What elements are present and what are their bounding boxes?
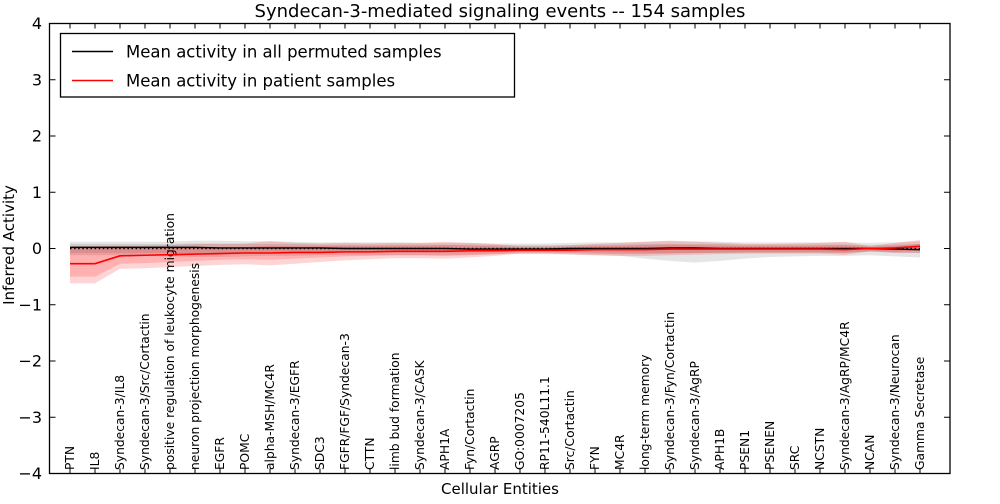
x-tick-label: PTN	[63, 446, 77, 470]
x-tick-label: neuron projection morphogenesis	[188, 263, 202, 470]
x-tick-label: FGFR/FGF/Syndecan-3	[338, 333, 352, 470]
x-tick-label: Gamma Secretase	[913, 357, 927, 470]
x-tick-label: POMC	[238, 434, 252, 470]
legend: Mean activity in all permuted samples Me…	[59, 32, 516, 98]
y-tick-label: −1	[18, 295, 42, 314]
x-tick-label: Syndecan-3/Src/Cortactin	[138, 313, 152, 470]
legend-box	[59, 32, 516, 98]
x-tick-label: APH1B	[713, 429, 727, 470]
x-tick-label: RP11-540L11.1	[538, 376, 552, 470]
x-axis-label: Cellular Entities	[441, 480, 559, 498]
x-tick-label: PSENEN	[763, 421, 777, 470]
permuted-outer-band	[70, 240, 920, 263]
y-tick-label: −3	[18, 408, 42, 427]
chart-title: Syndecan-3-mediated signaling events -- …	[255, 1, 746, 22]
axes-frame	[48, 22, 951, 475]
x-tick-label: PSEN1	[738, 430, 752, 470]
y-tick-label: 1	[32, 183, 42, 202]
y-tick-label: −2	[18, 352, 42, 371]
x-tick-label: Syndecan-3/CASK	[413, 359, 427, 470]
x-tick-label: alpha-MSH/MC4R	[263, 364, 277, 470]
x-tick-labels: PTN IL8 Syndecan-3/IL8 Syndecan-3/Src/Corta…	[63, 213, 927, 470]
x-tick-label: Syndecan-3/Neurocan	[888, 334, 902, 470]
x-tick-label: Src/Cortactin	[563, 390, 577, 470]
x-tick-label: APH1A	[438, 428, 452, 470]
x-tick-label: CTTN	[363, 437, 377, 470]
y-axis-label: Inferred Activity	[0, 185, 18, 305]
x-tick-label: FYN	[588, 446, 602, 470]
x-tick-label: SDC3	[313, 436, 327, 470]
legend-label-patient: Mean activity in patient samples	[126, 72, 395, 91]
x-tick-label: IL8	[88, 452, 102, 470]
patient-mean-line	[70, 245, 921, 265]
x-tick-label: Syndecan-3/Fyn/Cortactin	[663, 312, 677, 470]
legend-label-permuted: Mean activity in all permuted samples	[126, 43, 442, 62]
x-tick-label: Syndecan-3/IL8	[113, 375, 127, 470]
series-lines	[70, 245, 921, 265]
y-tick-label: 2	[32, 127, 42, 146]
x-tick-label: MC4R	[613, 434, 627, 470]
x-tick-label: Fyn/Cortactin	[463, 389, 477, 470]
patient-outer-band	[70, 240, 920, 284]
x-tick-label: NCSTN	[813, 428, 827, 470]
x-tick-label: EGFR	[213, 437, 227, 470]
x-tick-label: AGRP	[488, 436, 502, 470]
x-tick-label: long-term memory	[638, 355, 652, 470]
x-tick-label: Syndecan-3/AgRP/MC4R	[838, 321, 852, 470]
x-tick-label: Syndecan-3/EGFR	[288, 360, 302, 470]
y-tick-label: 4	[32, 14, 42, 33]
y-tick-label: 3	[32, 70, 42, 89]
x-tick-label: positive regulation of leukocyte migrati…	[163, 213, 177, 470]
x-tick-label: Syndecan-3/AgRP	[688, 361, 702, 470]
x-tick-label: limb bud formation	[388, 352, 402, 470]
x-tick-label: NCAN	[863, 435, 877, 470]
y-tick-label: −4	[18, 464, 42, 483]
x-tick-label: SRC	[788, 446, 802, 470]
y-tick-labels: −4 −3 −2 −1 0 1 2 3 4	[18, 14, 42, 483]
y-tick-label: 0	[32, 239, 42, 258]
x-tick-label: GO:0007205	[513, 392, 527, 470]
